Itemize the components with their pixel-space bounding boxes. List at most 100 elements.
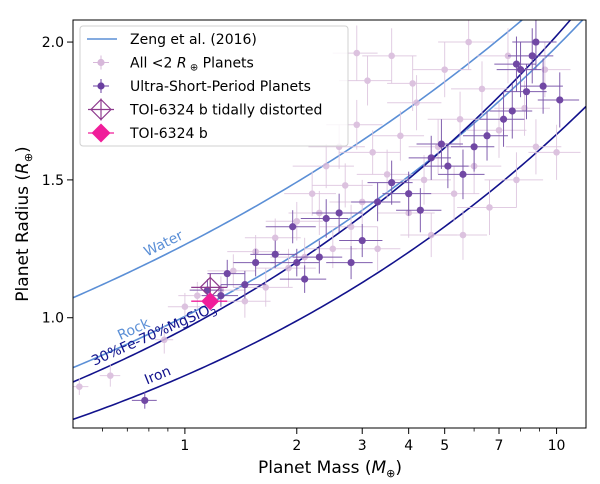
usp-planet-point-9 (279, 265, 327, 293)
usp-planet-point-21-marker (444, 162, 452, 170)
legend-entry-4: TOI-6324 b (88, 123, 208, 143)
usp-planet-point-22 (438, 149, 485, 200)
usp-planet-point-17 (382, 171, 432, 216)
all-planet-point-30-marker (413, 99, 420, 107)
all-planet-point-9-marker (262, 284, 270, 291)
legend-entry-3: TOI-6324 b tidally distorted (88, 98, 322, 121)
all-planet-point-7-marker (241, 297, 249, 305)
all-planet-point-34-marker (441, 66, 448, 73)
usp-planet-point-6 (250, 240, 297, 269)
usp-planets-series (131, 20, 580, 409)
all-planet-point-26-marker (383, 171, 391, 178)
usp-planet-point-11 (300, 199, 349, 238)
legend-box (79, 25, 349, 147)
all-planet-point-10-marker (271, 234, 279, 242)
usp-planet-point-0-marker (141, 396, 149, 405)
all-planet-point-45-marker (532, 143, 540, 151)
usp-planet-point-32-marker (556, 96, 564, 104)
all-planet-point-31 (391, 155, 452, 205)
usp-planet-point-18-marker (416, 206, 424, 214)
curve-1 (73, 20, 584, 369)
usp-planet-point-25 (479, 91, 525, 147)
all-planet-point-50-marker (459, 231, 467, 239)
usp-planet-point-27 (496, 42, 542, 98)
all-planet-point-36-marker (456, 115, 464, 123)
all-planet-point-17-marker (329, 245, 337, 253)
legend-dot (97, 58, 105, 67)
x-tick-label-1: 2 (292, 438, 301, 454)
all-planet-point-45 (505, 119, 562, 175)
all-planet-point-25 (351, 226, 401, 271)
legend-label-4: TOI-6324 b (129, 126, 208, 142)
all-planet-point-3 (167, 292, 201, 321)
usp-planet-point-30 (512, 20, 557, 70)
usp-planet-point-15 (351, 182, 401, 222)
all-planet-point-6 (207, 254, 256, 288)
all-planet-point-32-marker (427, 231, 435, 239)
all-planet-point-43 (484, 152, 544, 208)
usp-planet-point-17-marker (405, 190, 413, 198)
all-planet-point-4-marker (194, 292, 201, 299)
legend-label-1: All <2 R ⊕ Planets (130, 56, 254, 74)
x-tick-label-6: 10 (548, 438, 566, 454)
usp-planet-point-24-marker (483, 132, 491, 140)
usp-planet-point-18 (396, 188, 442, 233)
usp-planet-point-8 (270, 248, 320, 277)
all-planet-point-35-marker (450, 190, 458, 197)
legend-label-2: Ultra-Short-Period Planets (130, 79, 311, 95)
usp-planet-point-33 (494, 36, 536, 92)
all-planet-point-2 (154, 326, 174, 354)
usp-planet-point-25-marker (499, 115, 508, 123)
all-planet-point-3-marker (181, 303, 189, 311)
y-tick-label-1: 1.5 (42, 173, 64, 189)
legend-dot (97, 82, 105, 90)
all-planet-point-10 (244, 218, 301, 258)
all-planet-point-16 (292, 144, 354, 189)
usp-planet-point-1-marker (203, 286, 212, 294)
usp-planet-point-2-marker (217, 292, 225, 300)
all-planet-point-12-marker (293, 217, 301, 225)
all-planet-point-36 (427, 91, 488, 147)
usp-planet-point-14 (339, 224, 383, 258)
usp-planet-point-4-marker (241, 281, 249, 289)
all-planet-point-20-marker (347, 223, 355, 231)
usp-planet-point-27-marker (516, 66, 525, 74)
usp-planet-point-16 (367, 160, 413, 205)
toi-marker (201, 292, 220, 311)
usp-planet-point-8-marker (293, 258, 301, 267)
legend-entry-1: All <2 R ⊕ Planets (93, 55, 254, 74)
usp-planet-point-26 (489, 83, 533, 139)
usp-planet-point-28 (503, 64, 547, 120)
usp-planet-point-23-marker (470, 143, 478, 151)
usp-planet-point-3 (207, 259, 245, 288)
all-planet-point-35 (424, 166, 480, 222)
y-tick-label-0: 1.0 (42, 311, 64, 327)
usp-planet-point-21 (424, 144, 469, 189)
curve-3 (73, 105, 586, 421)
all-planet-point-48-marker (409, 80, 416, 87)
all-planet-point-40 (457, 179, 517, 236)
all-planet-point-40-marker (486, 204, 493, 211)
usp-planet-point-31-marker (539, 82, 547, 90)
usp-planet-point-28-marker (522, 88, 531, 96)
usp-planet-point-6-marker (271, 250, 279, 258)
axis-ticks: 1 2 3 4 5 7 10 1.0 1.5 2.0 (42, 35, 566, 454)
legend-filled-diamond (91, 123, 111, 143)
all-planet-point-48 (387, 55, 435, 111)
all-planet-point-0 (73, 378, 89, 395)
curve-label-2: 30%Fe-70%MgSiO3 (89, 300, 219, 372)
all-planet-point-27-marker (388, 52, 395, 60)
usp-planet-point-10 (292, 240, 343, 274)
all-planet-point-34 (412, 42, 472, 98)
usp-planet-point-14-marker (358, 236, 366, 245)
all-planet-point-21-marker (353, 121, 361, 129)
all-planet-point-50 (434, 210, 488, 260)
x-tick-label-5: 7 (495, 438, 504, 454)
x-tick-label-2: 3 (358, 438, 367, 454)
all-planet-point-37-marker (465, 38, 472, 46)
usp-planet-point-5-marker (252, 258, 260, 267)
all-planet-point-39-marker (478, 85, 486, 93)
usp-planet-point-33-marker (512, 60, 521, 68)
